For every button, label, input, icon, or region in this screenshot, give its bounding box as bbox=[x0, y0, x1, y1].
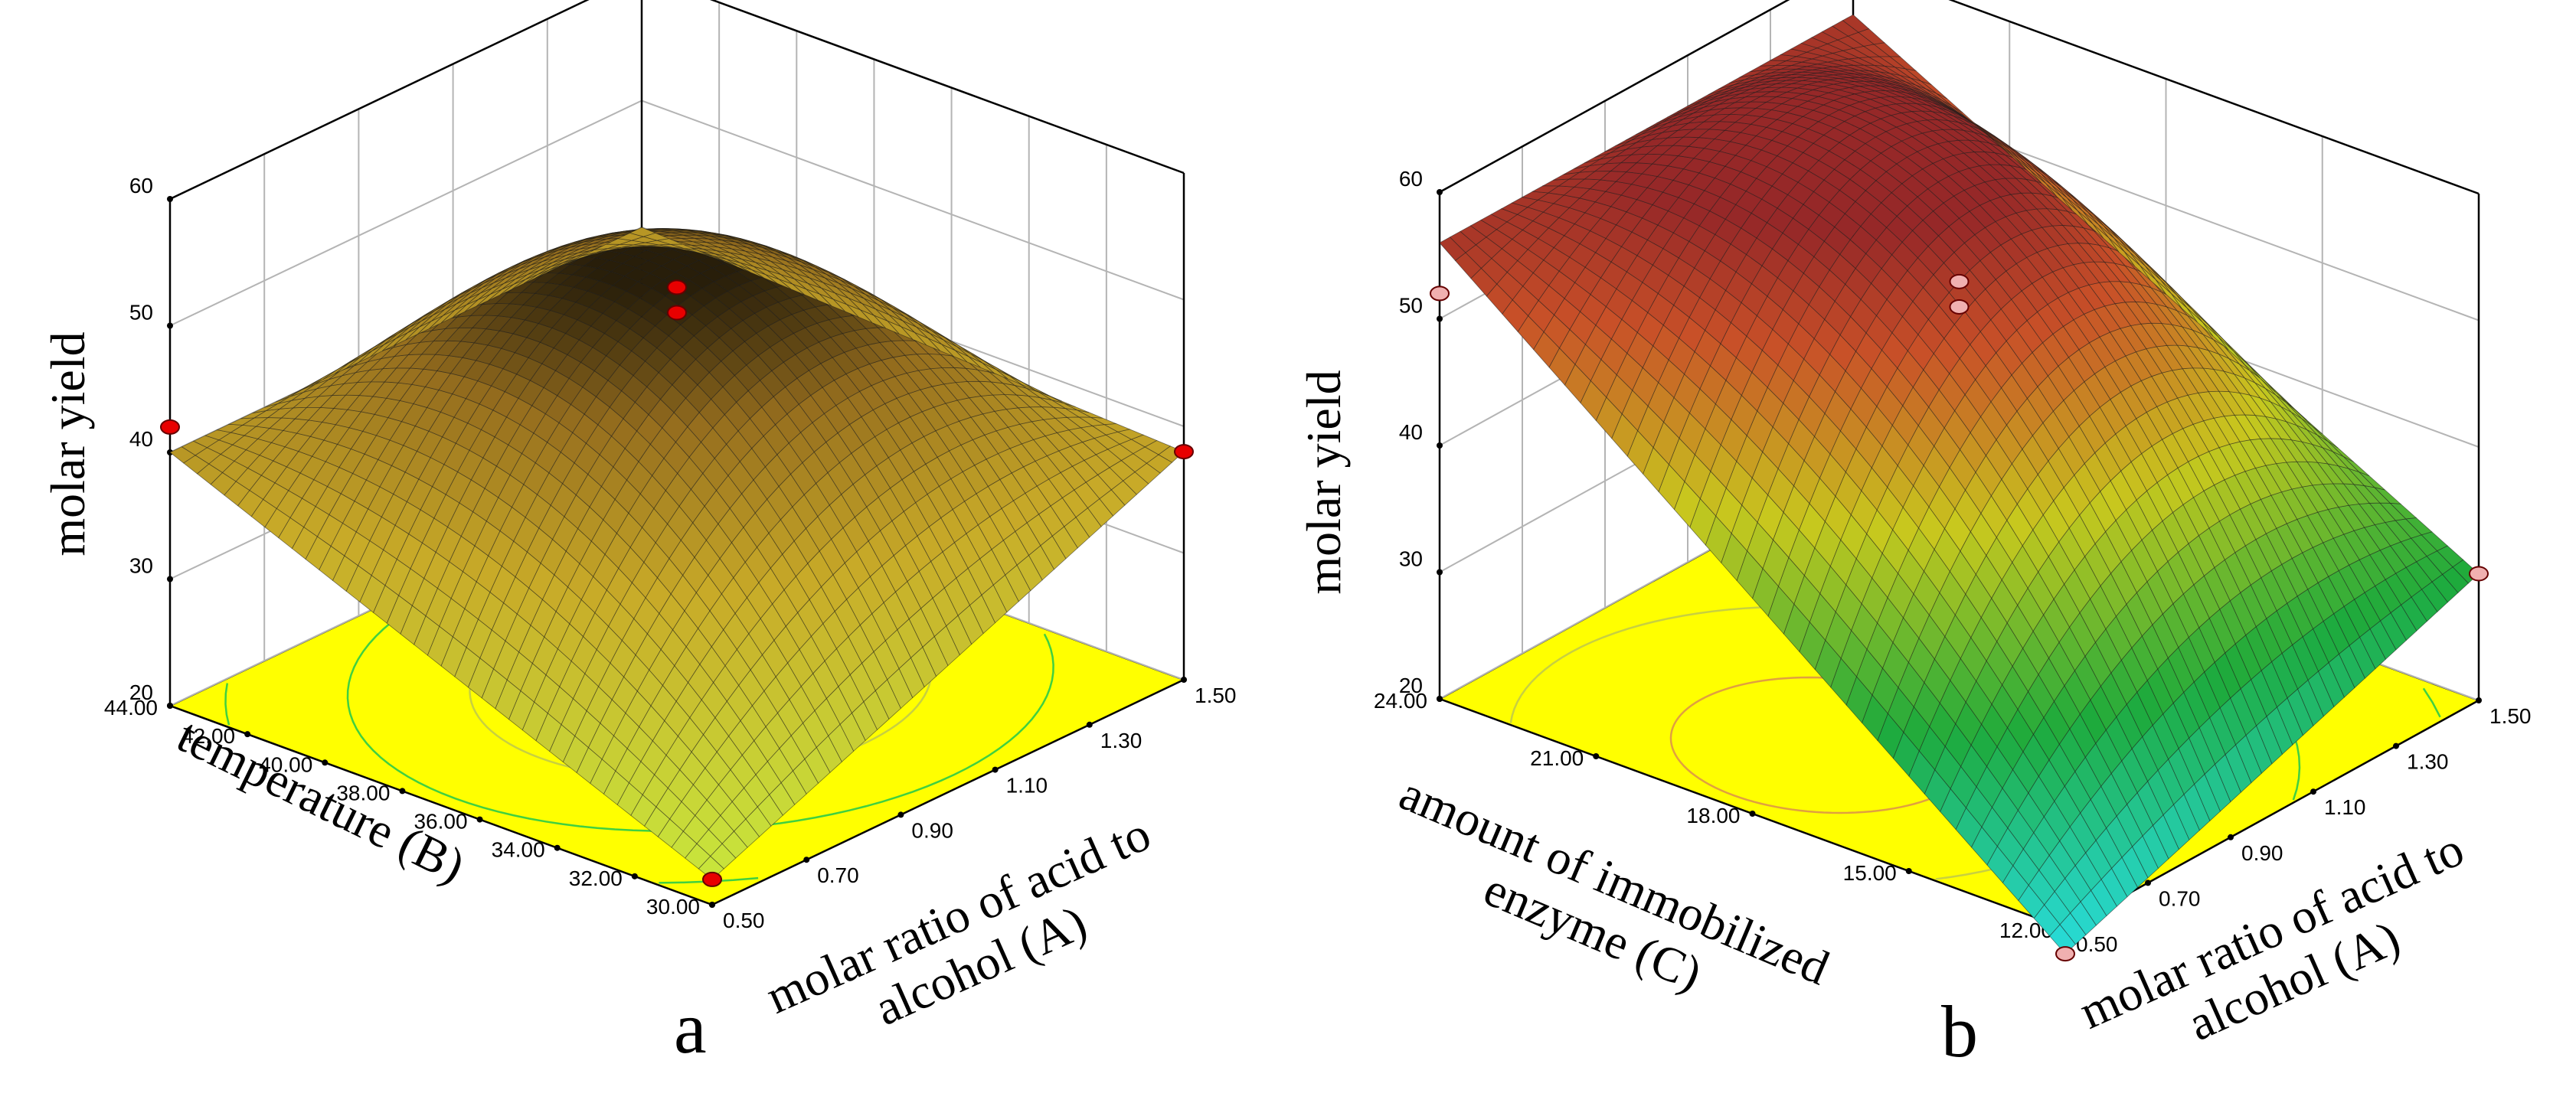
x-tick-mark bbox=[803, 857, 810, 863]
design-point bbox=[160, 419, 180, 435]
z-tick-mark bbox=[1437, 315, 1443, 322]
x-tick-mark bbox=[2393, 742, 2399, 749]
x-tick-label: 1.10 bbox=[1006, 774, 1048, 798]
y-tick-label: 36.00 bbox=[414, 810, 467, 834]
design-point bbox=[2055, 946, 2075, 962]
y-tick-label: 32.00 bbox=[569, 866, 623, 890]
z-tick-label: 40 bbox=[129, 427, 153, 451]
y-tick-mark bbox=[709, 902, 715, 908]
design-point bbox=[1949, 273, 1970, 289]
x-tick-mark bbox=[897, 811, 904, 818]
z-tick-mark bbox=[167, 196, 173, 202]
z-tick-mark bbox=[1437, 442, 1443, 449]
x-tick-label: 1.30 bbox=[1100, 729, 1143, 752]
x-tick-label: 0.90 bbox=[911, 818, 953, 842]
y-tick-label: 18.00 bbox=[1686, 804, 1740, 827]
x-tick-mark bbox=[2145, 879, 2151, 886]
y-tick-mark bbox=[399, 788, 406, 795]
y-tick-mark bbox=[1593, 753, 1600, 759]
y-tick-label: 30.00 bbox=[646, 895, 700, 919]
contour-line bbox=[224, 683, 230, 726]
y-tick-mark bbox=[476, 816, 483, 823]
x-tick-label: 1.50 bbox=[2489, 704, 2532, 728]
design-point bbox=[667, 279, 687, 295]
z-tick-mark bbox=[167, 576, 173, 583]
box-top-edge bbox=[169, 0, 1185, 201]
x-tick-label: 1.30 bbox=[2407, 750, 2449, 774]
y-tick-label: 21.00 bbox=[1530, 746, 1584, 770]
z-axis-title: molar yield bbox=[41, 331, 95, 556]
y-tick-mark bbox=[322, 759, 329, 766]
design-point bbox=[1174, 444, 1194, 460]
z-tick-label: 50 bbox=[129, 301, 153, 325]
axis-ticks: 0.50 0.70 0.90 1.10 1.30 1.50 30.00 32.00 34.00 3… bbox=[104, 174, 1237, 932]
y-tick-mark bbox=[1749, 811, 1756, 817]
design-point bbox=[1430, 286, 1450, 302]
z-tick-label: 20 bbox=[129, 680, 153, 704]
y-tick-label: 40.00 bbox=[259, 752, 312, 776]
y-tick-mark bbox=[244, 731, 251, 738]
y-tick-mark bbox=[631, 873, 638, 879]
x-tick-mark bbox=[1181, 677, 1187, 683]
x-tick-label: 1.50 bbox=[1195, 684, 1237, 707]
z-tick-label: 50 bbox=[1399, 294, 1423, 318]
panel-b-surface-plot: 0.500.700.901.101.301.5012.0015.0018.002… bbox=[1296, 0, 2532, 1072]
z-axis-title: molar yield bbox=[1296, 370, 1351, 594]
response-surface bbox=[169, 227, 1185, 880]
x-tick-mark bbox=[2476, 697, 2482, 703]
x-tick-label: 0.70 bbox=[817, 863, 859, 887]
y-tick-label: 42.00 bbox=[181, 724, 235, 748]
x-tick-label: 0.70 bbox=[2159, 886, 2201, 910]
z-tick-mark bbox=[1437, 696, 1443, 702]
x-tick-mark bbox=[1086, 721, 1093, 728]
x-tick-label: 1.10 bbox=[2324, 795, 2366, 819]
z-tick-label: 30 bbox=[1399, 547, 1423, 571]
y-tick-label: 34.00 bbox=[492, 838, 545, 862]
design-point bbox=[1949, 299, 1970, 315]
panel-label: a bbox=[674, 987, 707, 1069]
y-tick-mark bbox=[554, 844, 561, 851]
z-tick-label: 30 bbox=[129, 554, 153, 578]
z-tick-label: 20 bbox=[1399, 674, 1423, 697]
z-tick-mark bbox=[1437, 189, 1443, 195]
panel-label: b bbox=[1941, 990, 1978, 1072]
x-tick-mark bbox=[992, 766, 999, 773]
z-tick-mark bbox=[167, 322, 173, 329]
y-tick-label: 38.00 bbox=[336, 781, 390, 804]
y-tick-label: 15.00 bbox=[1843, 861, 1897, 885]
design-point bbox=[2469, 566, 2489, 582]
z-tick-label: 60 bbox=[129, 174, 153, 197]
x-tick-mark bbox=[2310, 788, 2316, 795]
x-tick-label: 0.90 bbox=[2241, 841, 2283, 865]
z-tick-mark bbox=[1437, 569, 1443, 576]
z-tick-mark bbox=[167, 703, 173, 709]
z-tick-label: 40 bbox=[1399, 420, 1423, 444]
y-tick-label: 44.00 bbox=[104, 696, 158, 720]
z-tick-label: 60 bbox=[1399, 167, 1423, 191]
design-point bbox=[667, 305, 687, 321]
design-point bbox=[702, 871, 722, 887]
x-tick-label: 0.50 bbox=[723, 909, 765, 932]
panel-a-surface-plot: 0.50 0.70 0.90 1.10 1.30 1.50 30.00 32.00 34.00 3… bbox=[41, 0, 1237, 1069]
y-tick-mark bbox=[1905, 868, 1912, 874]
x-tick-mark bbox=[2228, 834, 2234, 840]
